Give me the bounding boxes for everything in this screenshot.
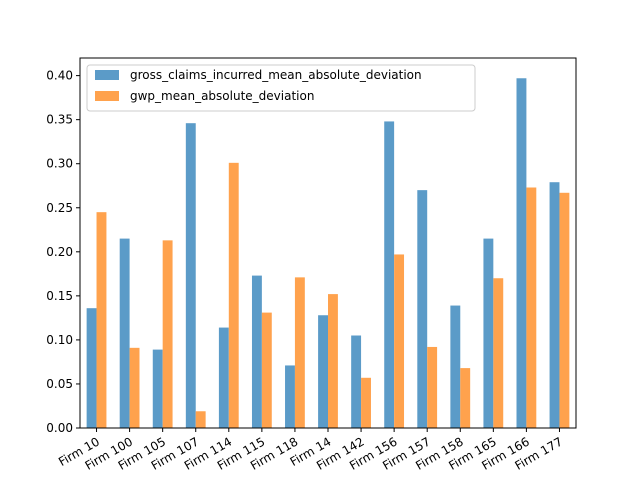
bar-gwp-0 (96, 212, 107, 428)
bar-gross-claims-6 (285, 365, 295, 428)
bars-layer (86, 78, 570, 429)
y-tick-label: 0.05 (46, 377, 73, 391)
y-tick-label: 0.10 (46, 333, 73, 347)
y-tick-label: 0.35 (46, 113, 73, 127)
bar-gwp-2 (162, 240, 173, 428)
legend-label: gross_claims_incurred_mean_absolute_devi… (130, 68, 422, 82)
bar-gross-claims-11 (450, 305, 461, 428)
bar-gross-claims-14 (549, 182, 560, 428)
bar-gwp-7 (328, 294, 338, 428)
bar-gwp-1 (129, 347, 140, 428)
bar-gwp-8 (361, 377, 371, 428)
bar-gwp-6 (294, 277, 305, 428)
bar-gwp-3 (195, 411, 206, 428)
y-tick-label: 0.20 (46, 245, 73, 259)
bar-gwp-10 (427, 346, 438, 428)
y-axis: 0.00 0.05 0.10 0.15 0.20 0.25 0.30 0.35 0.40 (46, 69, 80, 435)
bar-gwp-11 (460, 368, 471, 428)
bar-gross-claims-1 (119, 238, 130, 428)
y-tick-label: 0.00 (46, 421, 73, 435)
legend: gross_claims_incurred_mean_absolute_devi… (86, 64, 476, 112)
legend-swatch (95, 70, 119, 80)
bar-gross-claims-12 (483, 238, 494, 428)
bar-gross-claims-10 (417, 190, 428, 428)
y-tick-label: 0.15 (46, 289, 73, 303)
bar-gwp-12 (493, 278, 504, 428)
legend-label: gwp_mean_absolute_deviation (130, 89, 314, 103)
y-tick-label: 0.30 (46, 157, 73, 171)
bar-gross-claims-4 (218, 327, 229, 428)
legend-box (86, 64, 476, 112)
bar-gwp-9 (394, 254, 405, 428)
bar-gross-claims-3 (185, 123, 196, 428)
bar-gwp-5 (261, 312, 272, 428)
bar-gwp-13 (526, 187, 537, 428)
bar-gross-claims-9 (384, 121, 395, 429)
bar-gross-claims-2 (152, 349, 163, 428)
bar-gwp-14 (559, 192, 570, 428)
bar-gross-claims-13 (516, 78, 527, 428)
y-tick-label: 0.25 (46, 201, 73, 215)
bar-gross-claims-8 (351, 335, 362, 428)
bar-gross-claims-7 (318, 315, 328, 428)
bar-gross-claims-5 (251, 275, 262, 428)
bar-gross-claims-0 (86, 308, 97, 428)
y-tick-label: 0.40 (46, 69, 73, 83)
bar-gwp-4 (228, 162, 239, 428)
legend-swatch (95, 91, 119, 101)
